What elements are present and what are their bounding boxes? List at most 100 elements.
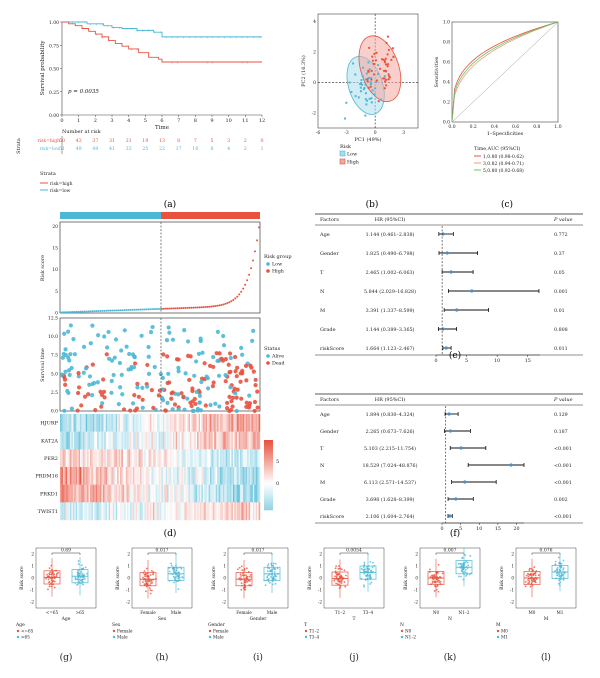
heatmap-cell: [257, 467, 259, 485]
heatmap-cell: [141, 467, 144, 485]
heatmap-cell: [217, 431, 219, 450]
survival-point: [166, 325, 171, 330]
risk-bar-high: [160, 212, 260, 219]
heatmap-cell: [125, 502, 128, 521]
risk-score-point: [159, 307, 161, 310]
heatmap-gene-label: PRDM16: [35, 474, 58, 480]
roc-xlabel: 1–Specificities: [487, 131, 524, 137]
pca-point-low: [362, 88, 365, 91]
heatmap-cell: [182, 467, 185, 485]
risk-score-point: [202, 306, 205, 309]
heatmap-cell: [98, 449, 101, 468]
heatmap-cell: [70, 414, 72, 432]
heatmap-cell: [201, 502, 204, 521]
heatmap-cell: [204, 484, 206, 503]
panel-c-roc: 0.00.00.20.20.40.40.60.60.80.81.01.01–Sp…: [434, 20, 562, 175]
survival-point: [202, 377, 207, 382]
survival-point: [223, 379, 228, 384]
survival-point: [226, 362, 231, 367]
risk-score-point: [111, 309, 114, 312]
status-swatch-dead: [266, 361, 270, 365]
heatmap-cell: [131, 467, 134, 485]
pca-frame: [317, 13, 419, 129]
pca-point-low: [348, 81, 351, 84]
box-point: [272, 564, 275, 567]
heatmap-cell: [174, 414, 176, 432]
heatmap-cell: [92, 414, 95, 432]
survival-point: [65, 388, 70, 394]
heatmap-cell: [71, 467, 74, 485]
forest-uni-row-point: [455, 308, 459, 312]
heatmap-cell: [140, 449, 142, 468]
heatmap-cell: [230, 484, 232, 503]
box-point: [145, 581, 148, 584]
survival-point: [244, 378, 249, 383]
heatmap-cell: [98, 484, 101, 503]
heatmap-cell: [101, 467, 104, 485]
heatmap-cell: [70, 484, 72, 503]
km-censor-low: +: [176, 34, 179, 39]
heatmap-cell: [151, 467, 154, 485]
status-dead: Dead: [272, 361, 285, 367]
risk-score-point: [145, 308, 148, 311]
box-legend-title-g: Age: [15, 622, 25, 628]
box-group-label: T3–4: [363, 610, 374, 615]
box-ytick-label: 0: [31, 576, 34, 581]
survival-point: [169, 396, 174, 401]
roc-ytick-label: 1.0: [443, 20, 450, 26]
pca-point-high: [386, 35, 390, 38]
km-nrisk-low-value: 17: [176, 146, 182, 152]
forest-uni-row-p: 0.772: [554, 232, 568, 238]
heatmap-cell: [184, 467, 186, 485]
roc-ytick-label: 0.6: [443, 60, 450, 66]
heatmap-cell: [211, 467, 214, 485]
pca-point-low: [369, 81, 372, 84]
survival-point: [130, 401, 136, 406]
heatmap-cell: [117, 414, 119, 432]
heatmap-cell: [237, 484, 239, 503]
heatmap-cell: [231, 502, 234, 521]
pca-point-high: [387, 78, 390, 81]
heatmap-cell: [72, 431, 75, 450]
heatmap-cell: [97, 467, 99, 485]
heatmap-cell: [71, 431, 74, 450]
heatmap-cell: [188, 467, 191, 485]
survival-point: [156, 393, 161, 398]
colorbar-cell: [264, 483, 273, 486]
risk-score-point: [242, 287, 245, 290]
heatmap-cell: [198, 431, 201, 450]
box-legend-swatch: [16, 629, 20, 633]
heatmap-cell: [228, 484, 231, 503]
heatmap-cell: [104, 449, 106, 468]
heatmap-cell: [77, 484, 79, 503]
box-point: [52, 573, 55, 576]
km-censor-low: +: [106, 23, 109, 28]
km-nrisk-low-value: 8: [210, 146, 213, 152]
heatmap-cell: [145, 484, 148, 503]
pca-ytick-label: 0: [313, 80, 316, 86]
box-legend-swatch: [112, 629, 116, 633]
pca-point-high: [384, 57, 387, 60]
heatmap-cell: [137, 449, 139, 468]
heatmap-cell: [188, 484, 191, 503]
survival-point: [198, 338, 203, 344]
box-point: [77, 560, 80, 562]
box-point: [241, 569, 244, 572]
heatmap-cell: [195, 467, 198, 485]
heatmap-cell: [170, 431, 172, 450]
box-point: [247, 570, 250, 573]
heatmap-cell: [78, 414, 81, 432]
survival-point: [211, 354, 216, 360]
heatmap-cell: [171, 484, 174, 503]
heatmap-cell: [160, 449, 162, 468]
km-ytick-label: 0.25: [49, 90, 59, 96]
heatmap-cell: [218, 414, 221, 432]
box-point: [534, 580, 537, 583]
panel-label-g: (g): [60, 652, 73, 663]
km-censor-low: +: [94, 21, 97, 26]
risk-score-ytick: 15: [52, 246, 58, 252]
heatmap-cell: [90, 484, 92, 503]
box-point: [272, 578, 275, 581]
heatmap-cell: [72, 484, 75, 503]
pca-point-low: [367, 61, 370, 64]
